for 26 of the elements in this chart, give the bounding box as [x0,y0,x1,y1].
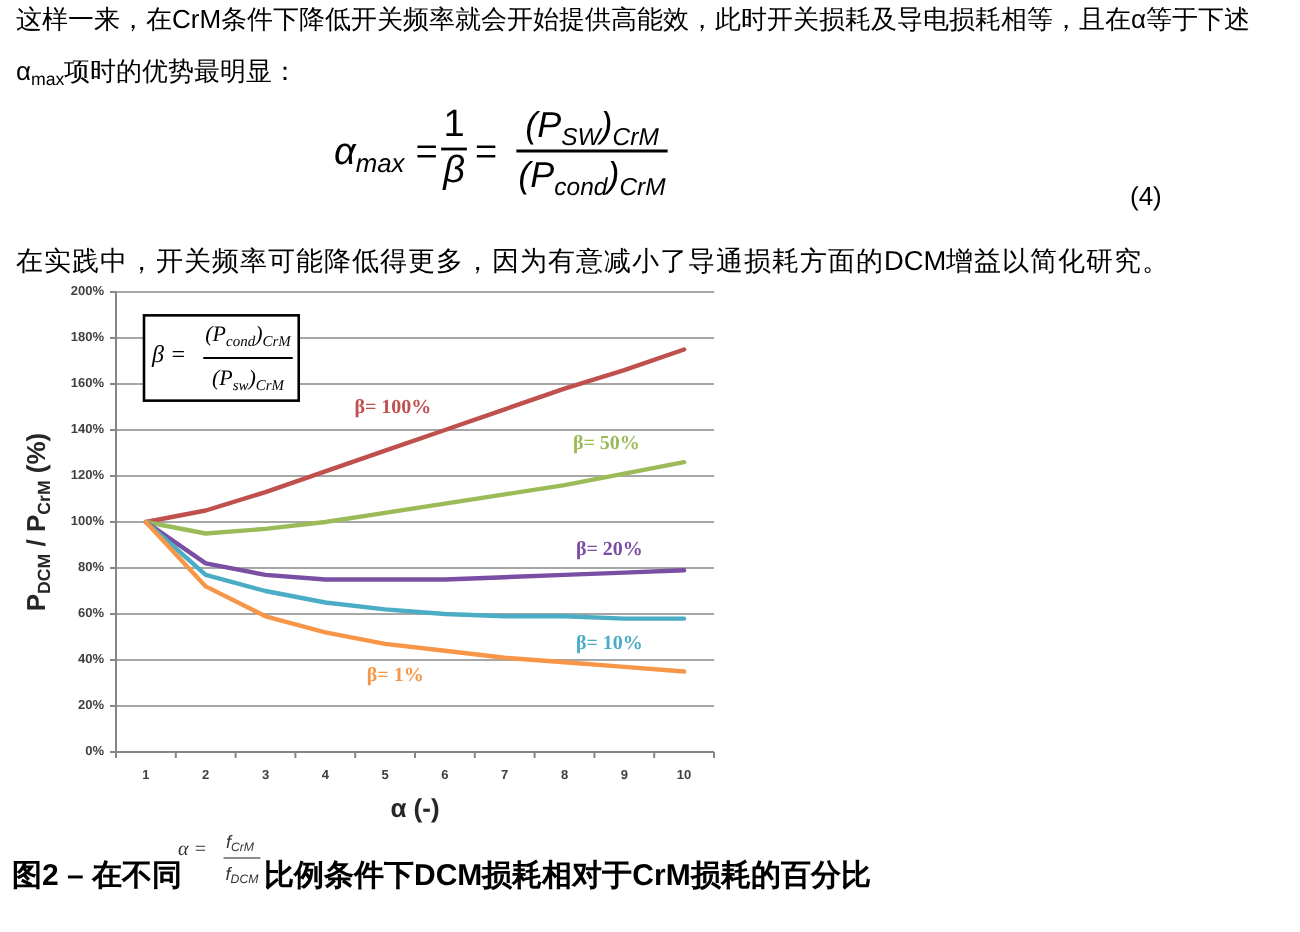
text: f$_{CrM}$ [225,831,255,856]
x-axis-title: α (-) [390,793,440,825]
series-label: β= 10% [575,632,643,656]
line-series [143,460,687,536]
text: (4) [1130,181,1162,213]
text: 比例条件下DCM损耗相对于CrM损耗的百分比 [264,858,871,894]
text: α = [178,838,207,861]
line-series [143,519,687,621]
text: 在实践中，开关频率可能降低得更多，因为有意减小了导通损耗方面的DCM增益以简化研究。 [16,246,1171,278]
annotation: β = [152,340,187,370]
series-label: β= 1% [366,663,424,687]
series-label: β= 20% [575,537,643,561]
text: α$_{max}$ = [334,132,438,178]
text: = [474,132,498,176]
text: 1 [443,104,465,148]
annotation: (P$_{sw}$)$_{CrM}$ [211,367,285,394]
caption: 图2 – 在不同 [12,858,183,894]
line-series [143,347,687,525]
text: f$_{DCM}$ [225,863,259,888]
series-label: β= 50% [572,431,640,455]
annotation: (P$_{cond}$)$_{CrM}$ [205,323,291,350]
series-label: β= 100% [354,396,432,420]
text: (P$_{cond}$)$_{CrM}$ [518,155,666,201]
text: 这样一来，在CrM条件下降低开关频率就会开始提供高能效，此时开关损耗及导电损耗相等，且在α等于下述α$_{max}$项时的优势最明显： [16,2,1253,94]
text: β [443,150,465,194]
text: (P$_{SW}$)$_{CrM}$ [525,105,659,151]
